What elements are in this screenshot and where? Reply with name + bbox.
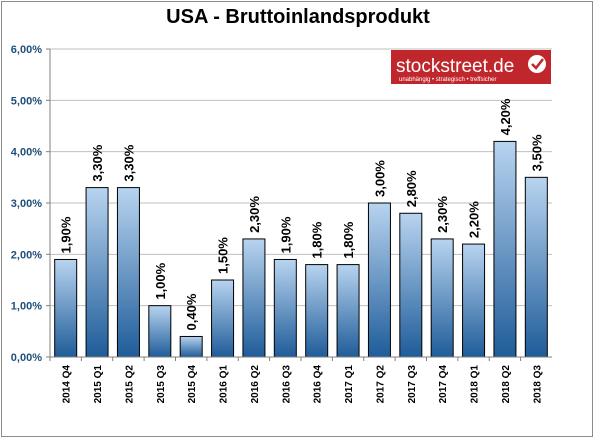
data-label: 4,20% xyxy=(498,98,513,135)
data-label: 2,30% xyxy=(247,196,262,233)
bar xyxy=(273,258,297,358)
bar xyxy=(430,238,454,358)
data-label: 1,00% xyxy=(153,262,168,299)
x-tick-label: 2016 Q3 xyxy=(281,365,292,404)
bar xyxy=(367,202,391,358)
y-tick-label: 5,00% xyxy=(11,95,42,107)
x-tick-label: 2017 Q2 xyxy=(375,365,386,404)
data-label: 3,30% xyxy=(121,144,136,181)
x-tick-label: 2018 Q2 xyxy=(501,365,512,404)
bar xyxy=(54,258,78,358)
bar xyxy=(179,335,203,358)
data-label: 2,20% xyxy=(467,201,482,238)
x-tick-label: 2016 Q1 xyxy=(219,365,230,404)
data-label: 1,90% xyxy=(59,216,74,253)
data-label: 1,50% xyxy=(216,237,231,274)
data-label: 1,80% xyxy=(341,221,356,258)
x-tick-label: 2015 Q2 xyxy=(124,365,135,404)
checkmark-icon xyxy=(528,55,546,73)
data-label: 3,30% xyxy=(90,144,105,181)
logo-background xyxy=(391,50,551,84)
y-tick-label: 0,00% xyxy=(11,352,42,364)
x-tick-label: 2018 Q3 xyxy=(532,365,543,404)
x-tick-label: 2015 Q1 xyxy=(93,365,104,404)
stockstreet-logo: stockstreet.de unabhängig • strategisch … xyxy=(391,50,551,84)
y-tick-label: 2,00% xyxy=(11,249,42,261)
bar xyxy=(116,187,140,358)
bar xyxy=(211,279,235,358)
bar xyxy=(85,187,109,358)
y-tick-label: 3,00% xyxy=(11,198,42,210)
bar xyxy=(399,212,423,358)
data-label: 3,50% xyxy=(529,134,544,171)
bar xyxy=(242,238,266,358)
bar xyxy=(305,264,329,358)
x-tick-label: 2016 Q4 xyxy=(313,365,324,404)
chart-title: USA - Bruttoinlandsprodukt xyxy=(166,6,430,28)
bar xyxy=(524,176,548,358)
bar xyxy=(462,243,486,358)
bar xyxy=(148,305,172,358)
bar xyxy=(493,140,517,358)
data-label: 0,40% xyxy=(184,293,199,330)
data-label: 3,00% xyxy=(372,160,387,197)
x-tick-label: 2018 Q1 xyxy=(470,365,481,404)
x-axis: 2014 Q4 2015 Q1 2015 Q2 2015 Q3 2015 Q4 2016 … xyxy=(49,357,543,404)
x-tick-label: 2017 Q1 xyxy=(344,365,355,404)
x-tick-label: 2015 Q4 xyxy=(187,365,198,404)
data-label: 2,80% xyxy=(404,170,419,207)
x-tick-label: 2016 Q2 xyxy=(250,365,261,404)
x-tick-label: 2017 Q4 xyxy=(438,365,449,404)
y-tick-label: 1,00% xyxy=(11,301,42,313)
x-tick-label: 2015 Q3 xyxy=(156,365,167,404)
bar xyxy=(336,264,360,358)
bars xyxy=(54,140,548,358)
data-labels: 1,90% 3,30% 3,30% 1,00% 0,40% 1,50% 2,30% 1,90%… xyxy=(59,98,545,330)
data-label: 1,90% xyxy=(278,216,293,253)
y-tick-label: 6,00% xyxy=(11,44,42,56)
data-label: 2,30% xyxy=(435,196,450,233)
x-tick-label: 2014 Q4 xyxy=(62,365,73,404)
y-tick-label: 4,00% xyxy=(11,147,42,159)
logo-tagline: unabhängig • strategisch • treffsicher xyxy=(399,77,496,83)
data-label: 1,80% xyxy=(310,221,325,258)
y-axis: 0,00% 1,00% 2,00% 3,00% 4,00% 5,00% 6,00% xyxy=(11,44,552,364)
x-tick-label: 2017 Q3 xyxy=(407,365,418,404)
logo-name: stockstreet.de xyxy=(396,56,514,77)
